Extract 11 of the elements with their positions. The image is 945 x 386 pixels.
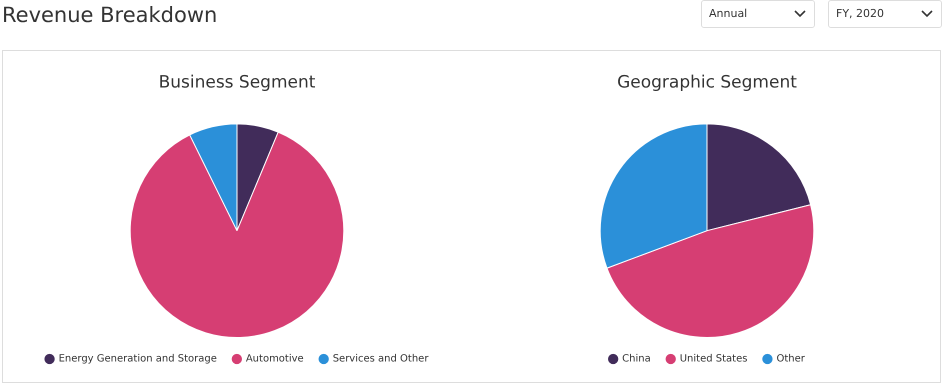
legend-label: Services and Other [332, 354, 430, 365]
legend-label: United States [680, 354, 748, 365]
text: FY, 2020 [836, 7, 884, 20]
chart-title: Business Segment [158, 72, 316, 93]
legend-label: Automotive [246, 354, 304, 365]
legend-label: Other [776, 354, 806, 365]
text: Annual [709, 7, 748, 20]
legend-label: China [622, 354, 651, 365]
text: Revenue Breakdown [2, 3, 218, 27]
legend-label: Energy Generation and Storage [58, 354, 217, 365]
chart-title: Geographic Segment [617, 72, 798, 93]
